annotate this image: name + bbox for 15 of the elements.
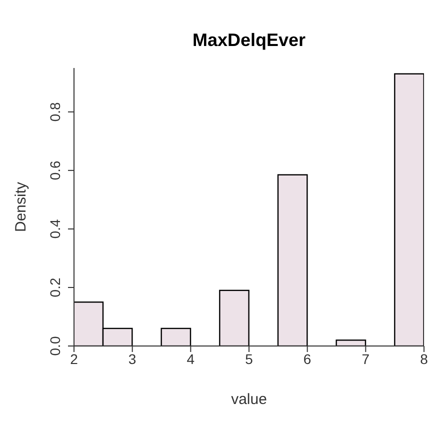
x-tick-label: 5 [245, 350, 254, 367]
chart-title: MaxDelqEver [191, 30, 307, 51]
x-tick-label: 2 [70, 350, 78, 367]
x-tick-label: 7 [362, 350, 370, 367]
y-tick-label: 0.4 [47, 219, 63, 239]
y-tick-label: 0.8 [47, 102, 63, 122]
y-tick-label: 0.0 [47, 336, 63, 356]
y-axis-title: Density [12, 182, 30, 232]
y-tick-label: 0.2 [47, 278, 63, 298]
x-tick-label: 6 [303, 350, 312, 367]
x-tick-label: 3 [128, 350, 136, 367]
x-axis-title: value [231, 391, 267, 408]
x-tick-label: 8 [420, 350, 428, 367]
x-tick-label: 4 [186, 350, 195, 367]
y-tick-label: 0.6 [47, 160, 63, 180]
